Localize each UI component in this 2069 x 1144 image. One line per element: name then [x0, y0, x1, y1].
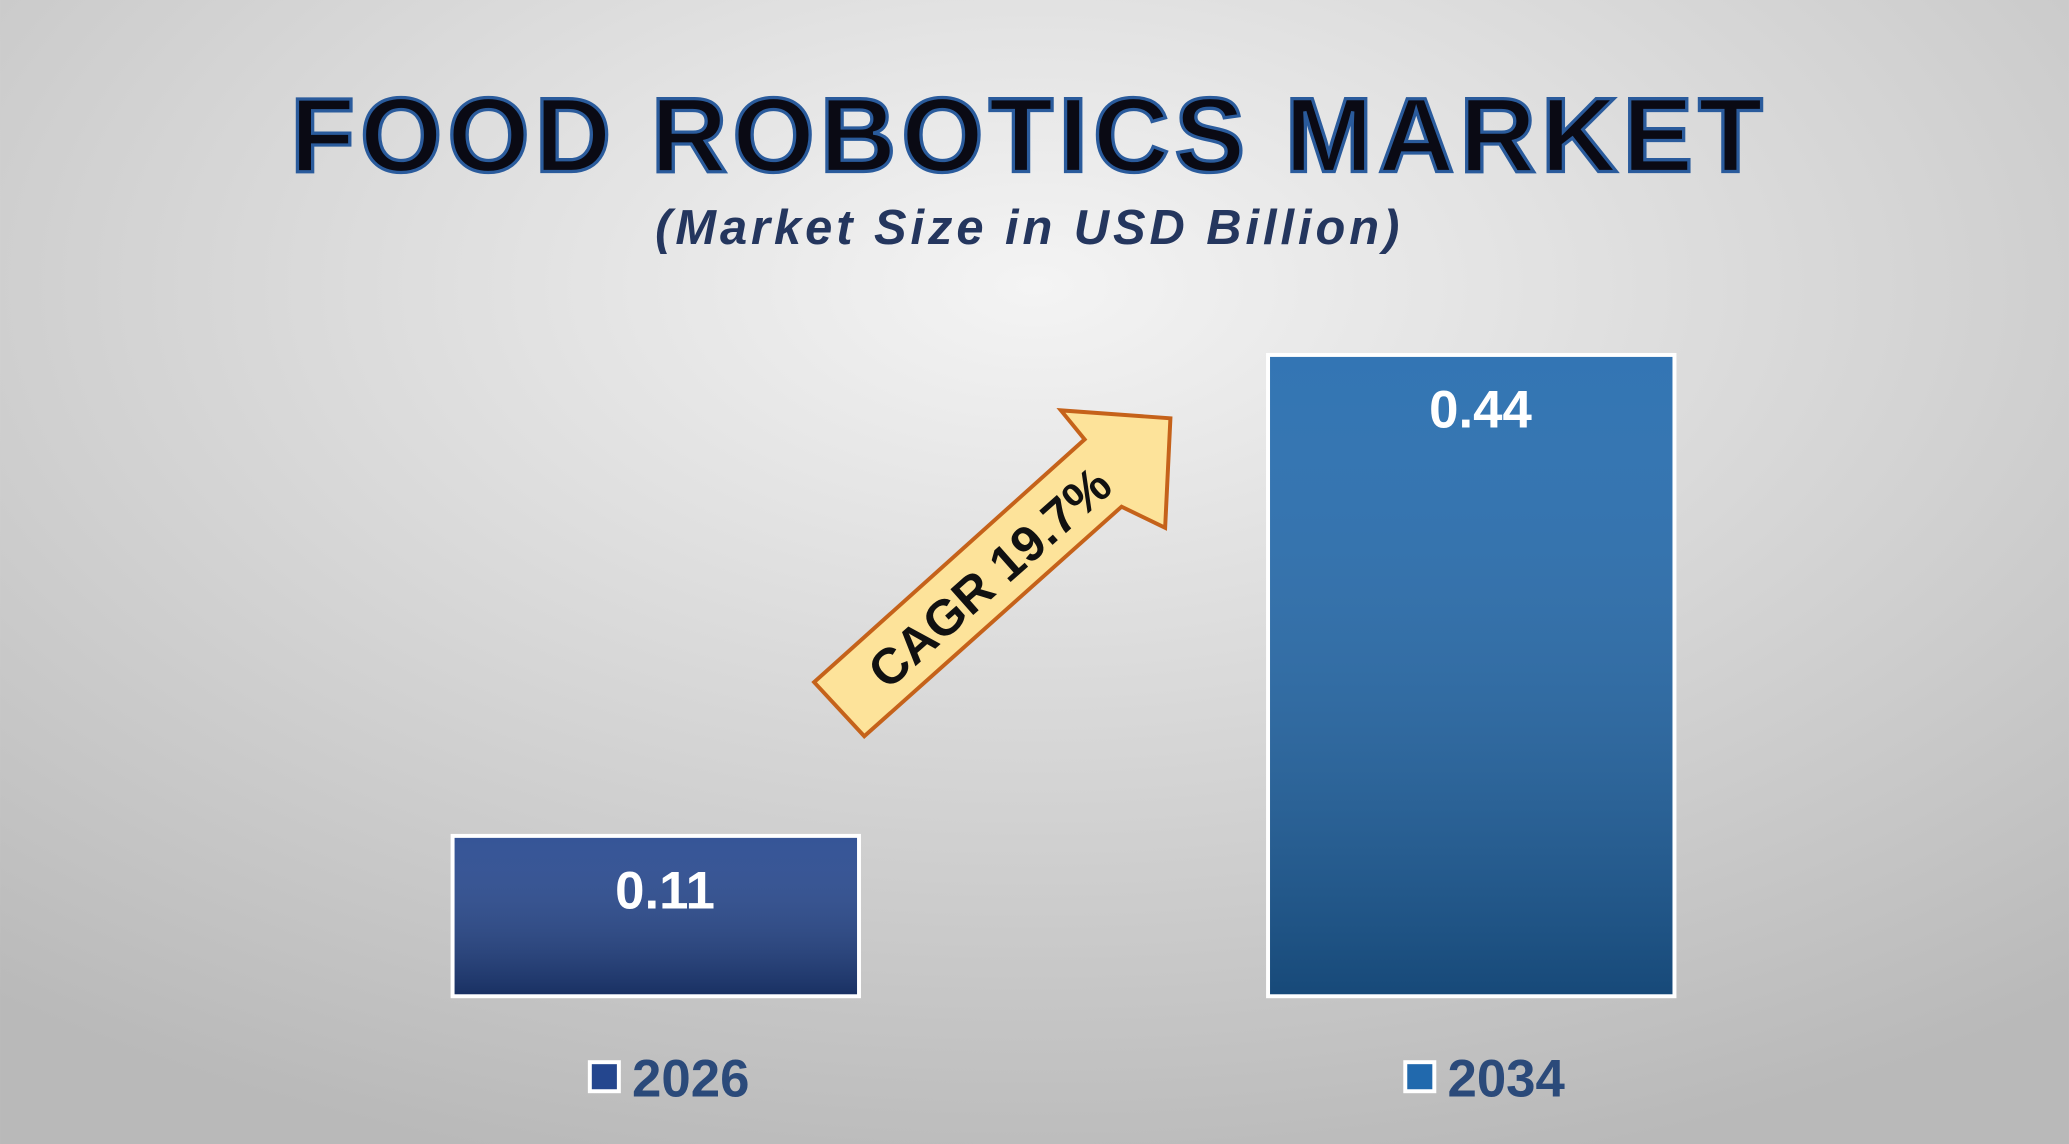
arrow-shape: [811, 408, 1173, 740]
value-label: 0.11: [615, 861, 715, 920]
bar-shade: [1270, 356, 1673, 995]
chart-title: FOOD ROBOTICS MARKET: [290, 77, 1768, 195]
legend-swatch: [587, 1060, 621, 1094]
legend-swatch: [1403, 1060, 1437, 1094]
chart-subtitle: (Market Size in USD Billion): [655, 201, 1403, 255]
x-tick-label: 2026: [632, 1049, 749, 1108]
x-tick-label: 2034: [1448, 1049, 1566, 1108]
bar-shade: [454, 837, 858, 995]
value-label: 0.44: [1429, 381, 1532, 440]
